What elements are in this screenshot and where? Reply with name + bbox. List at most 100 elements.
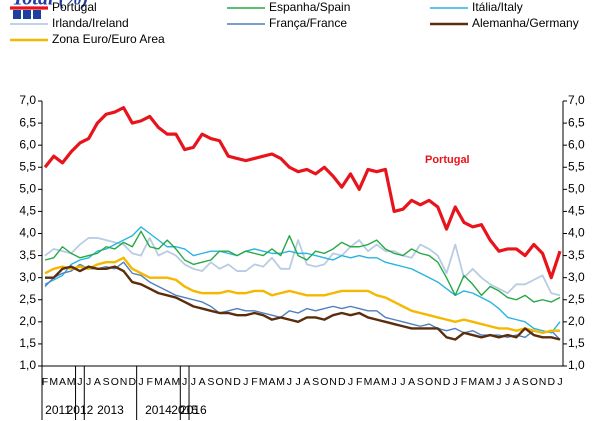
y-tick-label: 4,0: [19, 226, 36, 240]
x-tick-label: M: [276, 376, 285, 388]
x-tick-label: A: [94, 376, 101, 388]
x-tick-label: J: [77, 376, 82, 388]
x-tick-label: F: [42, 376, 48, 388]
y2-tick-label: 5,0: [568, 182, 585, 196]
legend-label: Portugal: [52, 0, 97, 14]
x-tick-label: A: [478, 376, 485, 388]
y-tick-label: 2,0: [19, 314, 36, 328]
y-tick-label: 1,0: [19, 358, 36, 372]
annotation: Portugal: [425, 154, 470, 166]
year-label: 2015: [171, 403, 198, 417]
x-tick-label: O: [530, 376, 538, 388]
x-tick-label: J: [348, 376, 353, 388]
x-tick-label: O: [320, 376, 328, 388]
y2-tick-label: 6,5: [568, 115, 585, 129]
x-tick-label: J: [287, 376, 292, 388]
x-tick-label: M: [67, 376, 76, 388]
x-tick-label: F: [461, 376, 467, 388]
title-icon: [33, 10, 41, 19]
y-tick-label: 1,5: [19, 336, 36, 350]
x-tick-label: D: [128, 376, 136, 388]
x-tick-label: J: [243, 376, 248, 388]
x-tick-label: F: [251, 376, 257, 388]
year-label: 2014: [145, 403, 172, 417]
y2-tick-label: 4,5: [568, 204, 585, 218]
y-tick-label: 6,5: [19, 115, 36, 129]
x-tick-label: M: [381, 376, 390, 388]
y2-tick-label: 7,0: [568, 93, 585, 107]
x-tick-label: J: [191, 376, 196, 388]
x-tick-label: N: [329, 376, 337, 388]
y2-tick-label: 1,0: [568, 358, 585, 372]
x-tick-label: A: [59, 376, 66, 388]
legend-label: França/France: [269, 16, 347, 30]
title-icon: [23, 10, 31, 19]
y-tick-label: 5,0: [19, 182, 36, 196]
y2-tick-label: 3,5: [568, 248, 585, 262]
legend-label: Espanha/Spain: [269, 0, 350, 14]
x-tick-label: F: [147, 376, 153, 388]
x-tick-label: J: [138, 376, 143, 388]
year-label: 2011: [45, 403, 71, 417]
y2-tick-label: 6,0: [568, 137, 585, 151]
y-tick-label: 3,0: [19, 270, 36, 284]
y-tick-label: 2,5: [19, 292, 36, 306]
year-label: 2016: [180, 403, 207, 417]
x-tick-label: M: [49, 376, 58, 388]
x-tick-label: D: [338, 376, 346, 388]
legend-label: Alemanha/Germany: [472, 16, 579, 30]
y-tick-label: 6,0: [19, 137, 36, 151]
x-tick-label: M: [468, 376, 477, 388]
series-line: [44, 230, 561, 303]
series-line: [44, 261, 561, 340]
x-tick-label: N: [539, 376, 547, 388]
x-tick-label: O: [425, 376, 433, 388]
series-line: [45, 265, 561, 341]
x-tick-label: M: [364, 376, 373, 388]
x-tick-label: M: [154, 376, 163, 388]
year-label: 2012: [67, 403, 94, 417]
x-tick-label: J: [453, 376, 458, 388]
x-tick-label: N: [225, 376, 233, 388]
x-tick-label: D: [547, 376, 555, 388]
x-tick-label: M: [486, 376, 495, 388]
x-tick-label: J: [557, 376, 562, 388]
y-tick-label: 5,5: [19, 159, 36, 173]
y2-tick-label: 2,5: [568, 292, 585, 306]
x-tick-label: M: [172, 376, 181, 388]
x-tick-label: A: [268, 376, 275, 388]
y2-tick-label: 3,0: [568, 270, 585, 284]
x-tick-label: S: [207, 376, 214, 388]
y2-tick-label: 4,0: [568, 226, 585, 240]
y2-tick-label: 2,0: [568, 314, 585, 328]
x-tick-label: O: [111, 376, 119, 388]
series-line: [44, 226, 561, 334]
title-icon: [13, 10, 21, 19]
x-tick-label: S: [417, 376, 424, 388]
x-tick-label: A: [408, 376, 415, 388]
x-tick-label: J: [392, 376, 397, 388]
series-line: [43, 106, 562, 280]
x-tick-label: A: [303, 376, 310, 388]
x-tick-label: O: [215, 376, 223, 388]
x-tick-label: J: [505, 376, 510, 388]
y-tick-label: 4,5: [19, 204, 36, 218]
x-tick-label: J: [182, 376, 187, 388]
x-tick-label: A: [513, 376, 520, 388]
y-tick-label: 7,0: [19, 93, 36, 107]
y2-tick-label: 1,5: [568, 336, 585, 350]
x-tick-label: J: [400, 376, 405, 388]
y-tick-label: 3,5: [19, 248, 36, 262]
legend-label: Itália/Italy: [472, 0, 523, 14]
x-tick-label: M: [259, 376, 268, 388]
year-label: 2013: [97, 403, 124, 417]
x-tick-label: A: [164, 376, 171, 388]
x-tick-label: F: [356, 376, 362, 388]
x-tick-label: D: [233, 376, 241, 388]
series-line: [44, 256, 560, 335]
legend-label: Zona Euro/Euro Area: [52, 32, 165, 46]
x-tick-label: A: [199, 376, 206, 388]
x-tick-label: J: [296, 376, 301, 388]
x-tick-label: A: [373, 376, 380, 388]
